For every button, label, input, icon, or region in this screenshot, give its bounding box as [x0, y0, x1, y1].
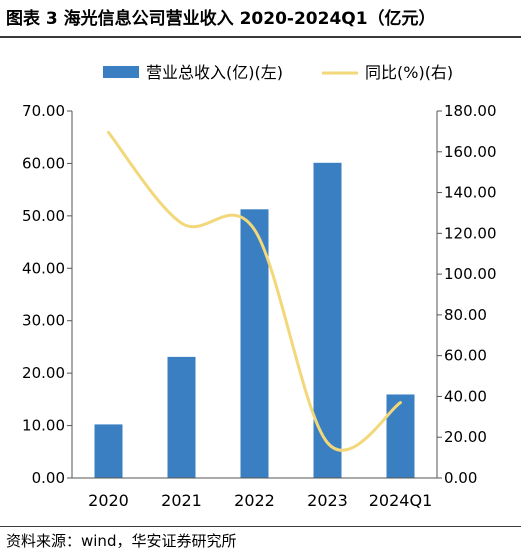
left-tick-label: 50.00	[22, 207, 65, 225]
x-tick-label: 2023	[307, 491, 348, 510]
revenue-chart: 营业总收入(亿)(左) 同比(%)(右) 0.00 10.00 20.00 30.00 40…	[22, 63, 497, 510]
title-divider	[0, 36, 521, 38]
left-tick-label: 40.00	[22, 259, 65, 277]
legend-swatch-revenue	[103, 66, 139, 78]
right-tick-label: 40.00	[444, 387, 487, 405]
revenue-bar	[240, 209, 269, 478]
right-tick-label: 140.00	[444, 184, 497, 202]
revenue-bar	[94, 424, 123, 478]
legend-label-revenue: 营业总收入(亿)(左)	[146, 63, 283, 82]
left-tick-label: 0.00	[32, 469, 65, 487]
x-tick-label: 2020	[88, 491, 129, 510]
right-tick-label: 160.00	[444, 143, 497, 161]
right-tick-label: 80.00	[444, 306, 487, 324]
x-tick-label: 2024Q1	[369, 491, 433, 510]
source-note: 资料来源：wind，华安证券研究所	[6, 532, 237, 550]
chart-title: 图表 3 海光信息公司营业收入 2020-2024Q1（亿元）	[6, 9, 436, 29]
left-tick-label: 30.00	[22, 312, 65, 330]
left-tick-label: 10.00	[22, 417, 65, 435]
right-tick-label: 120.00	[444, 224, 497, 242]
yoy-growth-line	[107, 130, 402, 452]
legend-label-yoy: 同比(%)(右)	[365, 63, 453, 82]
x-tick-label: 2022	[234, 491, 275, 510]
right-tick-label: 60.00	[444, 347, 487, 365]
revenue-bar	[386, 394, 415, 478]
revenue-bar	[167, 356, 196, 478]
left-tick-label: 70.00	[22, 102, 65, 120]
right-tick-label: 180.00	[444, 102, 497, 120]
right-tick-label: 0.00	[444, 469, 477, 487]
right-tick-label: 20.00	[444, 428, 487, 446]
left-tick-label: 20.00	[22, 364, 65, 382]
footer-divider	[0, 526, 521, 527]
right-tick-label: 100.00	[444, 265, 497, 283]
left-tick-label: 60.00	[22, 154, 65, 172]
revenue-bar	[313, 162, 342, 478]
x-tick-label: 2021	[161, 491, 202, 510]
